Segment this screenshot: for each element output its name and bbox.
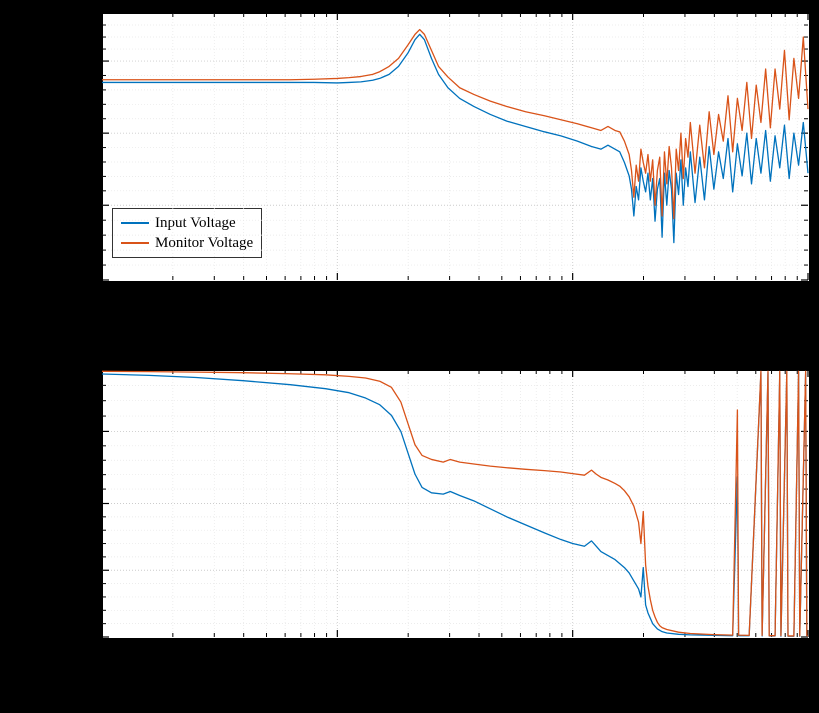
plot-svg [0, 0, 819, 713]
